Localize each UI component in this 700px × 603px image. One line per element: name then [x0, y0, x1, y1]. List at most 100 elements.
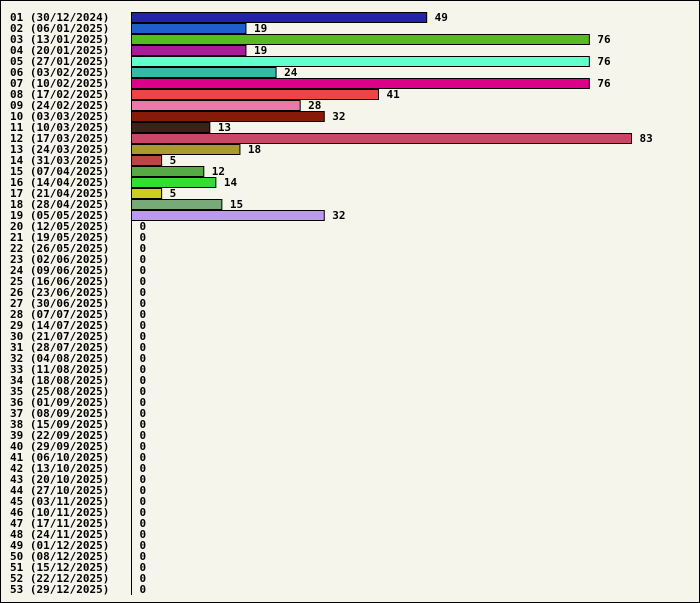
category-label: 04 (20/01/2025) [10, 44, 109, 57]
category-label: 11 (10/03/2025) [10, 121, 109, 134]
category-label: 45 (03/11/2025) [10, 495, 109, 508]
category-label: 22 (26/05/2025) [10, 242, 109, 255]
value-label: 0 [140, 451, 147, 464]
category-label: 23 (02/06/2025) [10, 253, 109, 266]
category-label: 32 (04/08/2025) [10, 352, 109, 365]
category-label: 48 (24/11/2025) [10, 528, 109, 541]
bar [131, 100, 301, 111]
category-label: 06 (03/02/2025) [10, 66, 109, 79]
value-label: 19 [254, 22, 267, 35]
value-label: 0 [140, 429, 147, 442]
value-label: 0 [140, 253, 147, 266]
category-label: 09 (24/02/2025) [10, 99, 109, 112]
category-label: 42 (13/10/2025) [10, 462, 109, 475]
value-label: 5 [170, 154, 177, 167]
value-label: 0 [140, 418, 147, 431]
value-label: 0 [140, 308, 147, 321]
value-label: 0 [140, 539, 147, 552]
bar [131, 111, 325, 122]
value-label: 76 [597, 33, 611, 46]
category-label: 24 (09/06/2025) [10, 264, 109, 277]
category-label: 27 (30/06/2025) [10, 297, 109, 310]
value-label: 0 [140, 473, 147, 486]
value-label: 0 [140, 341, 147, 354]
category-label: 15 (07/04/2025) [10, 165, 109, 178]
bar [131, 45, 247, 56]
value-label: 83 [640, 132, 653, 145]
value-label: 0 [140, 297, 147, 310]
category-label: 49 (01/12/2025) [10, 539, 109, 552]
value-label: 0 [140, 275, 147, 288]
category-label: 35 (25/08/2025) [10, 385, 109, 398]
bar [131, 144, 241, 155]
category-label: 01 (30/12/2024) [10, 11, 109, 24]
category-label: 10 (03/03/2025) [10, 110, 109, 123]
value-label: 0 [140, 517, 147, 530]
value-label: 0 [140, 495, 147, 508]
category-label: 14 (31/03/2025) [10, 154, 109, 167]
category-label: 08 (17/02/2025) [10, 88, 109, 101]
category-label: 33 (11/08/2025) [10, 363, 109, 376]
value-label: 0 [140, 506, 147, 519]
category-label: 53 (29/12/2025) [10, 583, 109, 596]
bar [131, 12, 428, 23]
value-label: 76 [597, 55, 611, 68]
value-label: 0 [140, 572, 147, 585]
value-label: 18 [248, 143, 261, 156]
category-label: 44 (27/10/2025) [10, 484, 109, 497]
category-label: 26 (23/06/2025) [10, 286, 109, 299]
value-label: 0 [140, 407, 147, 420]
bar [131, 67, 277, 78]
value-label: 0 [140, 286, 147, 299]
value-label: 0 [140, 352, 147, 365]
value-label: 5 [170, 187, 177, 200]
value-label: 0 [140, 561, 147, 574]
category-label: 39 (22/09/2025) [10, 429, 109, 442]
bar [131, 122, 211, 133]
value-label: 32 [332, 110, 345, 123]
category-label: 19 (05/05/2025) [10, 209, 109, 222]
category-label: 02 (06/01/2025) [10, 22, 109, 35]
category-label: 16 (14/04/2025) [10, 176, 109, 189]
value-label: 28 [308, 99, 321, 112]
category-label: 41 (06/10/2025) [10, 451, 109, 464]
bar [131, 78, 590, 89]
bar [131, 210, 325, 221]
value-label: 0 [140, 363, 147, 376]
category-label: 43 (20/10/2025) [10, 473, 109, 486]
category-label: 50 (08/12/2025) [10, 550, 109, 563]
bar [131, 166, 205, 177]
value-label: 0 [140, 550, 147, 563]
category-label: 36 (01/09/2025) [10, 396, 109, 409]
value-label: 0 [140, 462, 147, 475]
value-label: 0 [140, 319, 147, 332]
category-label: 21 (19/05/2025) [10, 231, 109, 244]
value-label: 32 [332, 209, 345, 222]
category-label: 30 (21/07/2025) [10, 330, 109, 343]
bar [131, 188, 163, 199]
bar [131, 133, 632, 144]
category-label: 31 (28/07/2025) [10, 341, 109, 354]
value-label: 76 [597, 77, 611, 90]
category-label: 51 (15/12/2025) [10, 561, 109, 574]
value-label: 0 [140, 374, 147, 387]
category-label: 25 (16/06/2025) [10, 275, 109, 288]
value-label: 49 [435, 11, 448, 24]
category-label: 52 (22/12/2025) [10, 572, 109, 585]
value-label: 24 [284, 66, 298, 79]
value-label: 0 [140, 440, 147, 453]
category-label: 47 (17/11/2025) [10, 517, 109, 530]
category-label: 05 (27/01/2025) [10, 55, 109, 68]
bar [131, 34, 590, 45]
bar [131, 155, 163, 166]
value-label: 15 [230, 198, 243, 211]
value-label: 12 [212, 165, 225, 178]
value-label: 0 [140, 396, 147, 409]
value-label: 19 [254, 44, 267, 57]
value-label: 0 [140, 330, 147, 343]
category-label: 40 (29/09/2025) [10, 440, 109, 453]
value-label: 14 [224, 176, 238, 189]
value-label: 0 [140, 484, 147, 497]
